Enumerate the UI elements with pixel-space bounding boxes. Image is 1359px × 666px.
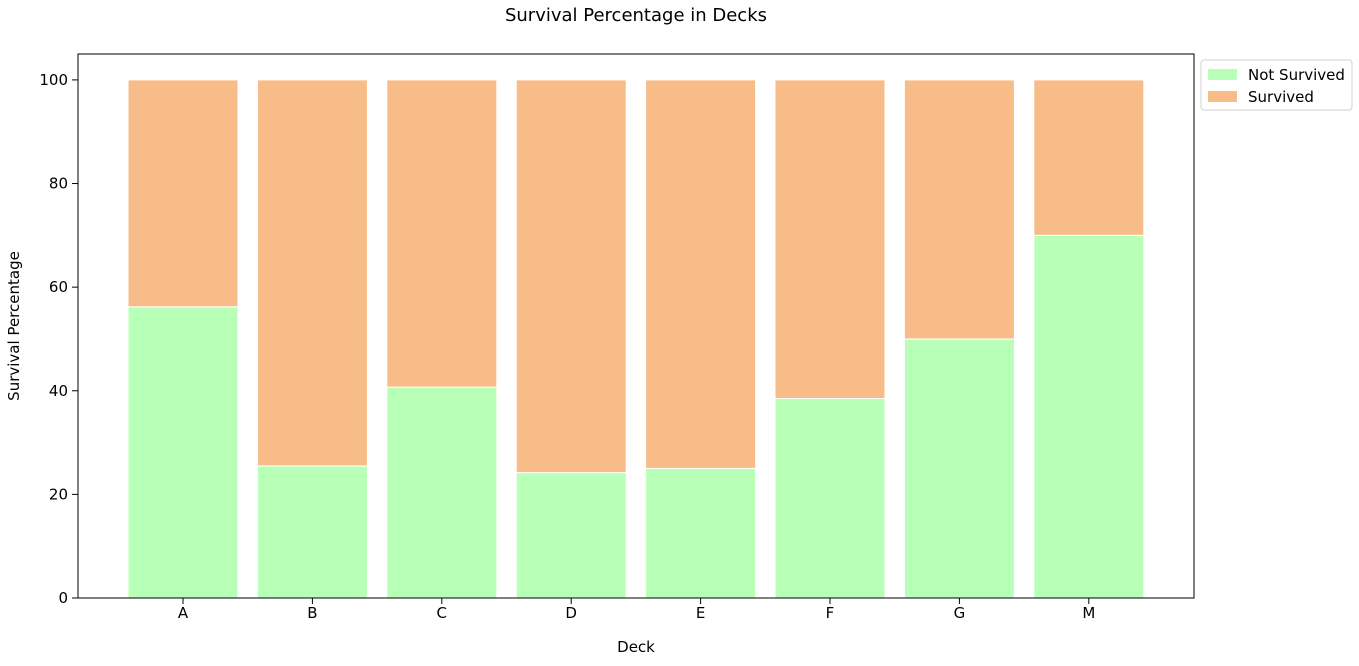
bar-not-survived-c: [386, 386, 498, 599]
bar-survived-b: [256, 79, 368, 467]
plot-frame: [77, 53, 1195, 599]
legend-label-survived: Survived: [1248, 88, 1314, 106]
y-tick-label: 0: [58, 589, 68, 607]
bar-survived-g: [903, 79, 1015, 340]
bar-not-survived-b: [256, 465, 368, 599]
bar-not-survived-e: [645, 467, 757, 599]
bar-survived-e: [645, 79, 757, 469]
x-tick-label: A: [178, 604, 189, 622]
x-tick-label: D: [565, 604, 577, 622]
legend-swatch-survived: [1208, 91, 1237, 102]
y-axis-label: Survival Percentage: [5, 251, 23, 401]
bar-survived-d: [515, 79, 627, 474]
x-tick-label: G: [954, 604, 966, 622]
bar-not-survived-g: [903, 338, 1015, 599]
x-tick-label: E: [696, 604, 705, 622]
bar-not-survived-a: [127, 306, 239, 599]
x-tick-label: M: [1082, 604, 1095, 622]
bar-survived-f: [774, 79, 886, 400]
y-axis: 0 20 40 60 80 100: [39, 71, 78, 607]
x-tick-label: F: [826, 604, 835, 622]
bar-not-survived-m: [1033, 234, 1145, 599]
y-tick-label: 40: [49, 382, 68, 400]
legend: Not Survived Survived: [1200, 59, 1353, 111]
chart-title: Survival Percentage in Decks: [505, 5, 767, 26]
bar-not-survived-f: [774, 398, 886, 599]
bar-survived-m: [1033, 79, 1145, 236]
y-tick-label: 60: [49, 278, 68, 296]
legend-label-not-survived: Not Survived: [1248, 66, 1345, 84]
bars-layer: [127, 79, 1145, 599]
bar-not-survived-d: [515, 472, 627, 599]
bar-survived-c: [386, 79, 498, 388]
x-axis-label: Deck: [617, 638, 655, 656]
legend-frame: [1200, 59, 1353, 111]
y-tick-label: 100: [39, 71, 68, 89]
x-tick-label: C: [437, 604, 447, 622]
legend-swatch-not-survived: [1208, 69, 1237, 80]
bar-survived-a: [127, 79, 239, 308]
y-tick-label: 80: [49, 175, 68, 193]
x-tick-label: B: [307, 604, 317, 622]
y-tick-label: 20: [49, 485, 68, 503]
